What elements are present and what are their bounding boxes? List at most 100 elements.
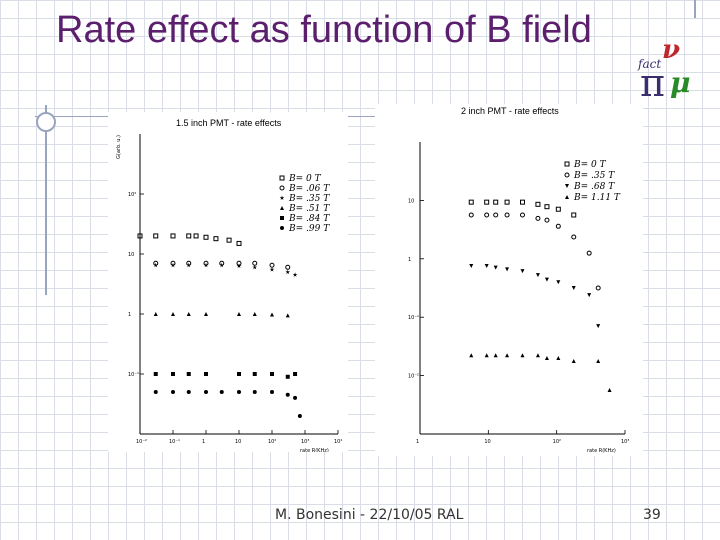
y-tick-label: 10² [128, 192, 136, 198]
legend-marker [564, 172, 570, 178]
data-point [186, 262, 192, 268]
series-group [153, 312, 290, 318]
data-point [556, 355, 561, 360]
data-point [219, 390, 224, 395]
data-point [186, 390, 191, 395]
data-point [484, 199, 490, 205]
data-point [468, 199, 474, 205]
series-group [468, 199, 577, 218]
data-point [137, 233, 143, 239]
data-point [607, 388, 612, 393]
data-point [587, 293, 592, 298]
legend-label: B= .06 T [288, 184, 330, 194]
x-tick-label: 10 [235, 439, 241, 445]
data-point [237, 372, 241, 376]
data-point [544, 355, 549, 360]
chart-1-5-inch-pmt: 1.5 inch PMT - rate effects 10⁻² 10⁻¹ 1 10 10… [108, 112, 348, 452]
legend-marker [280, 206, 284, 210]
data-point [171, 312, 175, 316]
legend-label: B= .84 T [288, 214, 330, 224]
data-point [170, 262, 176, 268]
data-point [153, 262, 159, 268]
data-point [544, 204, 550, 210]
legend-marker [565, 184, 569, 188]
data-point [293, 395, 298, 400]
legend-marker [279, 195, 285, 201]
chart-2-inch-pmt: 2 inch PMT - rate effects 1 10 10² 10³ 10 1 10⁻… [375, 104, 643, 456]
data-point [204, 312, 208, 316]
data-point [269, 267, 275, 272]
x-tick-label: 10² [553, 439, 561, 445]
x-axis-label: rate R(KHz) [587, 448, 616, 454]
legend-marker [280, 226, 284, 230]
legend-marker [279, 185, 285, 191]
data-point [571, 234, 577, 240]
legend-label: B= .35 T [288, 194, 330, 204]
data-point [556, 280, 561, 285]
data-point [469, 353, 474, 358]
data-point [219, 262, 225, 268]
data-point [493, 199, 499, 205]
data-point [493, 265, 498, 270]
data-point [170, 233, 176, 239]
data-point [186, 372, 191, 376]
data-point [213, 236, 219, 242]
data-point [285, 313, 290, 318]
data-point [555, 223, 561, 229]
y-tick-label: 10⁻² [408, 374, 419, 380]
footer-text: M. Bonesini - 22/10/05 RAL [275, 507, 464, 523]
data-point [269, 262, 275, 268]
data-point [293, 372, 298, 376]
data-point [520, 199, 525, 205]
data-point [270, 390, 274, 395]
data-point [153, 312, 158, 316]
data-point [469, 264, 474, 269]
data-point [544, 277, 549, 282]
logo-fact-text: fact [637, 57, 661, 71]
legend-label: B= .99 T [288, 224, 330, 234]
data-point [186, 233, 192, 239]
series-group [153, 262, 298, 277]
x-tick-label: 10³ [621, 439, 629, 445]
svg-text:μ: μ [670, 66, 691, 99]
data-point [535, 273, 540, 278]
data-point [571, 359, 576, 363]
y-tick-label: 10 [128, 252, 134, 258]
svg-text:ν: ν [662, 36, 680, 65]
data-point [236, 240, 242, 246]
data-point [596, 359, 601, 363]
y-tick-label: 10⁻¹ [128, 372, 139, 378]
data-point [252, 260, 258, 266]
x-axis-label: rate R(KHz) [300, 448, 329, 452]
data-point [193, 233, 199, 239]
data-point [237, 390, 241, 395]
data-point [484, 353, 489, 358]
data-point [555, 206, 561, 212]
page-number: 39 [643, 507, 661, 523]
data-point [285, 392, 290, 397]
data-point [171, 390, 175, 395]
title-accent-circle [36, 112, 56, 132]
data-point [520, 353, 525, 358]
data-point [468, 212, 474, 218]
series-group [153, 390, 302, 418]
data-point [571, 286, 576, 290]
y-axis-label: G(arb. u.) [116, 135, 122, 159]
data-point [153, 233, 159, 239]
x-tick-label: 10⁴ [334, 439, 342, 445]
series-group [469, 264, 601, 329]
data-point [236, 263, 242, 269]
data-point [504, 212, 510, 218]
data-point [520, 212, 525, 218]
slide-title: Rate effect as function of B field [56, 9, 592, 51]
legend-label: B= 1.11 T [573, 193, 621, 203]
fact-logo: fact ν π μ [636, 35, 696, 105]
data-point [535, 353, 540, 358]
legend-marker [280, 216, 284, 220]
data-point [204, 372, 208, 376]
data-point [285, 269, 291, 275]
data-point [270, 372, 274, 376]
data-point [252, 372, 257, 376]
x-tick-label: 10⁻¹ [169, 439, 180, 445]
data-point [204, 390, 208, 395]
